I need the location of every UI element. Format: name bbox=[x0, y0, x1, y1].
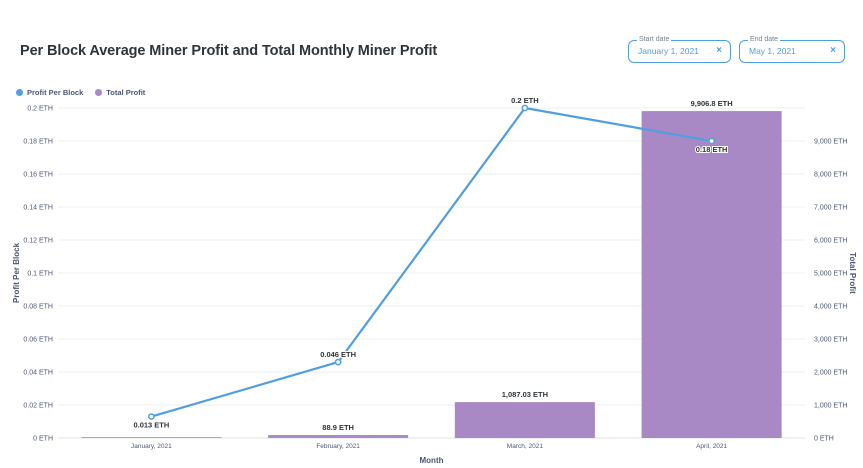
legend-label: Profit Per Block bbox=[27, 88, 84, 97]
line-data-label: 0.013 ETH bbox=[133, 421, 169, 430]
line-data-label: 0.18 ETH bbox=[696, 145, 728, 154]
close-icon[interactable]: × bbox=[830, 45, 836, 56]
x-axis-title: Month bbox=[420, 456, 444, 465]
bar-data-label: 1,087.03 ETH bbox=[502, 390, 548, 399]
y-tick-label-left: 0.18 ETH bbox=[23, 139, 53, 146]
line-point bbox=[148, 413, 155, 420]
y-tick-label-left: 0.14 ETH bbox=[23, 205, 53, 212]
x-tick-label: February, 2021 bbox=[316, 443, 360, 450]
start-date-filter[interactable]: Start date January 1, 2021 × bbox=[628, 35, 731, 63]
series-line bbox=[151, 106, 712, 418]
bar bbox=[641, 111, 782, 439]
bar bbox=[81, 437, 222, 438]
close-icon[interactable]: × bbox=[716, 45, 722, 56]
end-date-label: End date bbox=[748, 35, 781, 45]
y-tick-label-left: 0.08 ETH bbox=[23, 304, 53, 311]
legend-dot-line bbox=[16, 89, 23, 96]
y-tick-label-left: 0.04 ETH bbox=[23, 370, 53, 377]
chart-title: Per Block Average Miner Profit and Total… bbox=[20, 43, 438, 59]
line-point bbox=[334, 358, 342, 366]
y-tick-label-left: 0 ETH bbox=[33, 436, 53, 443]
end-date-value[interactable]: May 1, 2021 bbox=[749, 46, 796, 56]
legend-item-total-profit[interactable]: Total Profit bbox=[95, 88, 145, 97]
y-axis-title-right: Total Profit bbox=[848, 252, 857, 294]
line-point bbox=[708, 137, 715, 145]
start-date-value[interactable]: January 1, 2021 bbox=[638, 46, 699, 56]
line-data-label: 0.2 ETH bbox=[511, 96, 539, 105]
bar-data-label: 88.9 ETH bbox=[322, 423, 354, 432]
y-tick-label-right: 0 ETH bbox=[814, 436, 834, 443]
y-tick-label-right: 6,000 ETH bbox=[814, 238, 847, 245]
end-date-filter[interactable]: End date May 1, 2021 × bbox=[739, 35, 845, 63]
x-tick-label: January, 2021 bbox=[131, 443, 172, 450]
y-tick-label-left: 0.02 ETH bbox=[23, 403, 53, 410]
y-tick-label-right: 3,000 ETH bbox=[814, 337, 847, 344]
line-point bbox=[521, 104, 529, 112]
legend-item-profit-per-block[interactable]: Profit Per Block bbox=[16, 88, 83, 97]
bar-data-label: 9,906.8 ETH bbox=[691, 99, 733, 108]
start-date-label: Start date bbox=[637, 35, 672, 45]
y-tick-label-left: 0.12 ETH bbox=[23, 238, 53, 245]
y-tick-label-right: 4,000 ETH bbox=[814, 304, 847, 311]
y-tick-label-right: 2,000 ETH bbox=[814, 370, 847, 377]
y-tick-label-right: 1,000 ETH bbox=[814, 403, 847, 410]
y-tick-label-left: 0.06 ETH bbox=[23, 337, 53, 344]
bar bbox=[454, 402, 595, 438]
bar bbox=[268, 435, 409, 438]
y-tick-label-right: 5,000 ETH bbox=[814, 271, 847, 278]
line-data-label: 0.046 ETH bbox=[320, 350, 356, 359]
y-tick-label-right: 7,000 ETH bbox=[814, 205, 847, 212]
y-tick-label-left: 0.16 ETH bbox=[23, 172, 53, 179]
y-tick-label-left: 0.2 ETH bbox=[27, 106, 53, 113]
y-tick-label-right: 9,000 ETH bbox=[814, 139, 847, 146]
y-tick-label-left: 0.1 ETH bbox=[27, 271, 53, 278]
legend-dot-bar bbox=[95, 89, 103, 96]
legend-label: Total Profit bbox=[106, 88, 146, 97]
y-axis-title-left: Profit Per Block bbox=[12, 242, 21, 303]
x-tick-label: April, 2021 bbox=[696, 443, 727, 450]
chart-legend: Profit Per Block Total Profit bbox=[16, 88, 157, 97]
x-tick-label: March, 2021 bbox=[507, 443, 544, 450]
y-tick-label-right: 8,000 ETH bbox=[814, 172, 847, 179]
